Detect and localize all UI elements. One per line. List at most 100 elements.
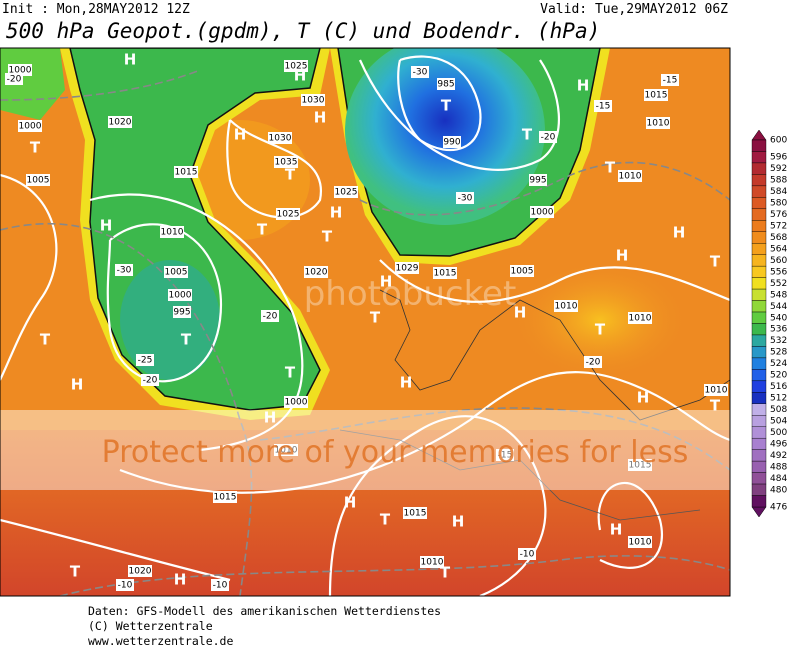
isobar-label-box <box>108 116 132 128</box>
high-pressure-label: H <box>314 109 327 127</box>
colorbar-cell <box>751 243 767 255</box>
colorbar-label: 536 <box>770 325 787 335</box>
colorbar-cell <box>751 472 767 485</box>
isobar-label: 1010 <box>161 228 184 238</box>
isobar-label: -30 <box>413 68 428 78</box>
isobar-label-box <box>268 132 292 144</box>
colorbar-label: 552 <box>770 279 787 289</box>
high-pressure-label: H <box>673 224 686 242</box>
colorbar-cell <box>751 323 767 336</box>
high-pressure-label: H <box>400 374 413 392</box>
high-pressure-label: H <box>100 217 113 235</box>
low-pressure-label: T <box>605 159 616 177</box>
colorbar-cell <box>751 254 767 267</box>
isobar-label: 1015 <box>214 493 237 503</box>
low-pressure-label: T <box>522 126 533 144</box>
isobar-label: -10 <box>213 581 228 591</box>
colorbar-label: 508 <box>770 405 787 415</box>
isobar-label: 1010 <box>421 558 444 568</box>
colorbar-cell <box>751 437 767 450</box>
isobar-label-box <box>496 449 514 461</box>
isobar-label-box <box>628 459 652 471</box>
low-pressure-label: T <box>285 364 296 382</box>
colorbar-cell <box>751 426 767 439</box>
isobar-label: 1000 <box>9 66 32 76</box>
colorbar-label: 524 <box>770 359 787 369</box>
low-pressure-label: T <box>441 97 452 115</box>
colorbar-cell <box>751 197 767 210</box>
isobar-label-box <box>160 226 184 238</box>
high-pressure-label: H <box>344 494 357 512</box>
isobar-label-box <box>5 73 23 85</box>
colorbar-cell <box>751 220 767 232</box>
isobar-label-box <box>116 579 134 591</box>
isobar-label: 1005 <box>165 268 188 278</box>
low-pressure-label: T <box>710 253 721 271</box>
watermark-logo: photobucket <box>304 274 517 314</box>
colorbar-cell <box>751 392 767 404</box>
map-title: 500 hPa Geopot.(gpdm), T (C) und Bodendr… <box>6 19 600 43</box>
isobar-label: -15 <box>663 76 678 86</box>
isobar-label: 1010 <box>705 386 728 396</box>
high-pressure-label: H <box>234 126 247 144</box>
colorbar-cell <box>751 265 767 278</box>
colorbar-label: 596 <box>770 153 787 163</box>
low-pressure-label: T <box>380 511 391 529</box>
high-pressure-label: H <box>124 51 137 69</box>
isobar-label-box <box>211 579 229 591</box>
isobar-label: -20 <box>7 75 22 85</box>
isobar-label: 1000 <box>169 291 192 301</box>
isobar-label: 1010 <box>619 172 642 182</box>
isobar-label-box <box>628 536 652 548</box>
isobar-label: -15 <box>596 102 611 112</box>
colorbar-cell <box>751 231 767 244</box>
isobar-label-box <box>628 312 652 324</box>
isobar-label: -30 <box>458 194 473 204</box>
colorbar-label: 500 <box>770 428 787 438</box>
isobar-label: 1015 <box>629 461 652 471</box>
colorbar-label: 576 <box>770 210 787 220</box>
isobar-label-box <box>274 444 298 456</box>
isobar-label-box <box>433 267 457 279</box>
colorbar-label: 512 <box>770 394 787 404</box>
isobar-label: 1000 <box>531 208 554 218</box>
footer-line: Daten: GFS-Modell des amerikanischen Wet… <box>88 604 441 618</box>
colorbar-cell <box>751 369 767 382</box>
isobar-label-box <box>644 89 668 101</box>
isobar-label: 1030 <box>269 134 292 144</box>
isobar-label-box <box>173 306 191 318</box>
colorbar-label: 572 <box>770 222 787 232</box>
isobar-label-box <box>443 136 461 148</box>
colorbar: 6005965925885845805765725685645605565525… <box>751 129 787 518</box>
colorbar-cell <box>751 162 767 175</box>
isobar-label-box <box>618 170 642 182</box>
colorbar-label: 504 <box>770 416 787 426</box>
isobar-label: 1010 <box>275 446 298 456</box>
isobar-label-box <box>168 289 192 301</box>
low-pressure-label: T <box>70 563 81 581</box>
high-pressure-label: H <box>514 304 527 322</box>
isobar-label: -20 <box>586 358 601 368</box>
colorbar-label: 520 <box>770 371 787 381</box>
isobar-label-box <box>136 354 154 366</box>
low-pressure-label: T <box>440 564 451 582</box>
map-area: H1000-201025H10201030H1030HT100010051015… <box>0 48 730 596</box>
isobar-label: 1020 <box>109 118 132 128</box>
isobar-label-box <box>334 186 358 198</box>
isobar-label: 1005 <box>27 176 50 186</box>
isobar-label-box <box>411 66 429 78</box>
isobar-label: -20 <box>263 312 278 322</box>
colorbar-cell <box>751 460 767 473</box>
isobar-label-box <box>284 396 308 408</box>
isobar-label-box <box>518 548 536 560</box>
colorbar-label: 568 <box>770 233 787 243</box>
isobar-label-box <box>301 94 325 106</box>
colorbar-label: 544 <box>770 302 787 312</box>
isobar-label: 1010 <box>555 302 578 312</box>
isobar-label-box <box>174 166 198 178</box>
colorbar-label: 564 <box>770 244 787 254</box>
colorbar-label: 488 <box>770 462 787 472</box>
colorbar-label: 532 <box>770 336 787 346</box>
colorbar-label: 540 <box>770 313 787 323</box>
